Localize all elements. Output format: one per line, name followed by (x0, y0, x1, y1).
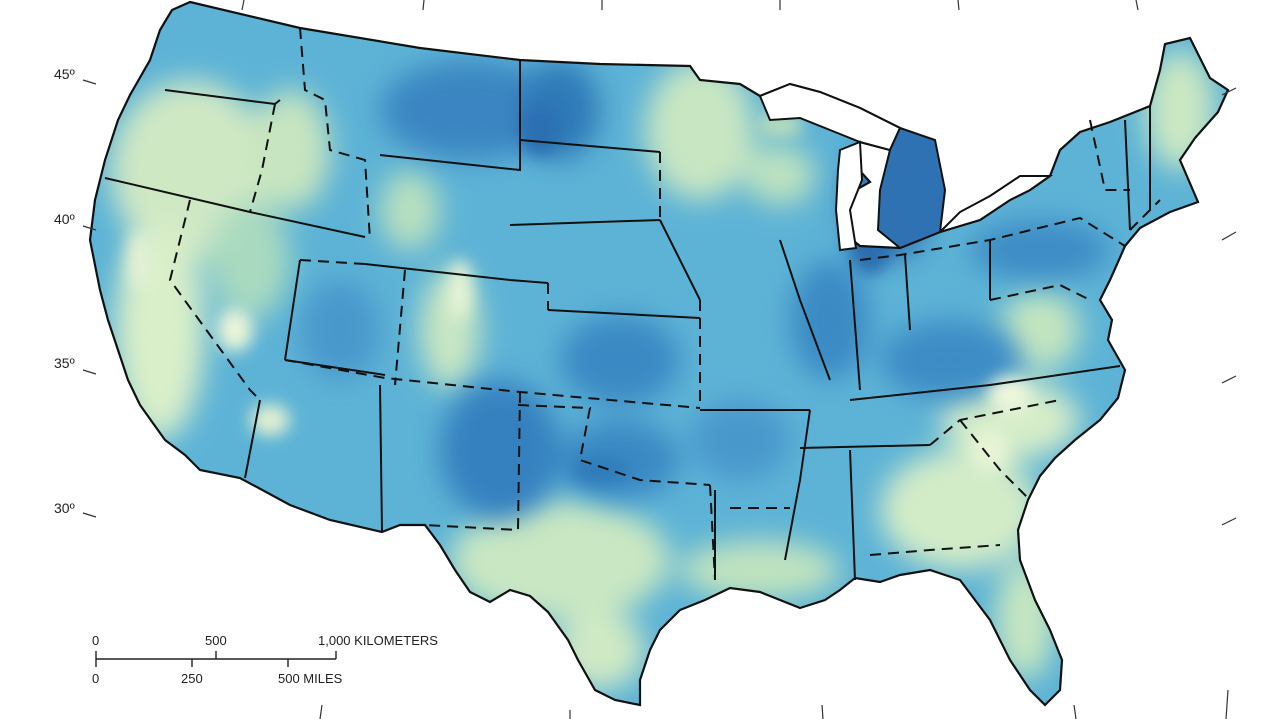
state-boundaries (104, 60, 1151, 581)
latitude-label-40: 40º (54, 211, 75, 227)
scale-mi-250: 250 (181, 671, 203, 686)
latitude-label-35: 35º (54, 355, 75, 371)
scale-mi-0: 0 (92, 671, 100, 686)
scale-km-0: 0 (92, 633, 100, 648)
scale-km-500: 500 (205, 633, 227, 648)
state-boundaries-dashed (168, 27, 1161, 581)
scale-km-1000: 1,000 KILOMETERS (318, 633, 438, 648)
graticule-ticks (82, 0, 1237, 719)
great-lakes (758, 82, 1054, 252)
latitude-label-30: 30º (54, 500, 75, 516)
latitude-label-45: 45º (54, 66, 75, 82)
scale-bar (95, 651, 337, 667)
scale-mi-500: 500 MILES (278, 671, 343, 686)
